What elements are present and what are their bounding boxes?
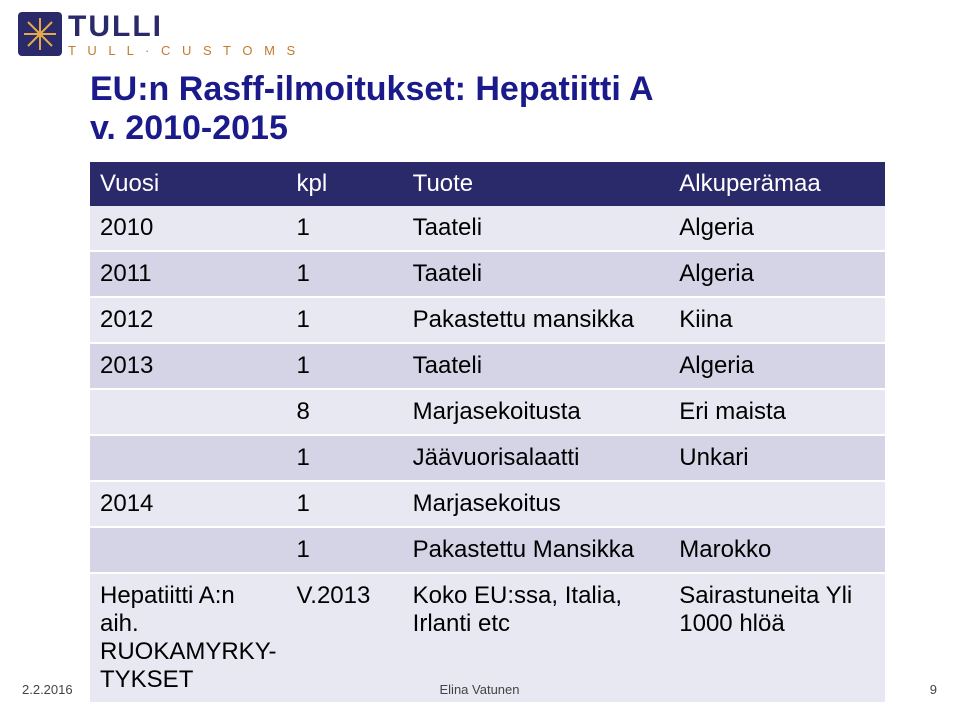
header-tuote: Tuote (403, 162, 670, 206)
table-header-row: Vuosi kpl Tuote Alkuperämaa (90, 162, 885, 206)
cell-orig: Algeria (669, 343, 885, 389)
tulli-logo-icon (18, 12, 62, 56)
cell-orig: Algeria (669, 206, 885, 251)
cell-year: 2013 (90, 343, 286, 389)
cell-tuote: Jäävuorisalaatti (403, 435, 670, 481)
cell-kpl: 8 (286, 389, 402, 435)
cell-orig: Algeria (669, 251, 885, 297)
table-row: 2012 1 Pakastettu mansikka Kiina (90, 297, 885, 343)
cell-year: 2012 (90, 297, 286, 343)
table-row: 2014 1 Marjasekoitus (90, 481, 885, 527)
cell-orig: Eri maista (669, 389, 885, 435)
cell-tuote: Taateli (403, 251, 670, 297)
table-row: 1 Pakastettu Mansikka Marokko (90, 527, 885, 573)
footer-page-number: 9 (930, 682, 937, 697)
table-body: 2010 1 Taateli Algeria 2011 1 Taateli Al… (90, 206, 885, 703)
slide-title: EU:n Rasff-ilmoitukset: Hepatiitti A v. … (90, 70, 654, 148)
footer-date: 2.2.2016 (22, 682, 73, 697)
cell-orig (669, 481, 885, 527)
table-row: 2013 1 Taateli Algeria (90, 343, 885, 389)
cell-kpl: 1 (286, 527, 402, 573)
table-row: 2010 1 Taateli Algeria (90, 206, 885, 251)
header-kpl: kpl (286, 162, 402, 206)
header-orig: Alkuperämaa (669, 162, 885, 206)
logo-sub-text: T U L L · C U S T O M S (68, 44, 299, 57)
table-row: 1 Jäävuorisalaatti Unkari (90, 435, 885, 481)
title-line1: EU:n Rasff-ilmoitukset: Hepatiitti A (90, 70, 654, 108)
cell-kpl: 1 (286, 297, 402, 343)
cell-orig: Unkari (669, 435, 885, 481)
cell-kpl: V.2013 (286, 573, 402, 703)
cell-year: 2010 (90, 206, 286, 251)
cell-tuote: Pakastettu Mansikka (403, 527, 670, 573)
table-row: 8 Marjasekoitusta Eri maista (90, 389, 885, 435)
cell-kpl: 1 (286, 481, 402, 527)
cell-year: 2011 (90, 251, 286, 297)
cell-tuote: Taateli (403, 206, 670, 251)
cell-tuote: Marjasekoitus (403, 481, 670, 527)
logo: TULLI T U L L · C U S T O M S (18, 12, 299, 57)
cell-year: 2014 (90, 481, 286, 527)
cell-year: Hepatiitti A:n aih. RUOKAMYRKY-TYKSET (90, 573, 286, 703)
cell-tuote: Taateli (403, 343, 670, 389)
rasff-table: Vuosi kpl Tuote Alkuperämaa 2010 1 Taate… (90, 162, 885, 704)
cell-orig: Sairastuneita Yli 1000 hlöä (669, 573, 885, 703)
footer-author: Elina Vatunen (440, 682, 520, 697)
logo-main-text: TULLI (68, 12, 299, 42)
cell-orig: Kiina (669, 297, 885, 343)
cell-orig: Marokko (669, 527, 885, 573)
cell-year (90, 389, 286, 435)
cell-tuote: Marjasekoitusta (403, 389, 670, 435)
cell-tuote: Pakastettu mansikka (403, 297, 670, 343)
title-line2: v. 2010-2015 (90, 109, 288, 147)
cell-kpl: 1 (286, 435, 402, 481)
cell-kpl: 1 (286, 206, 402, 251)
logo-text: TULLI T U L L · C U S T O M S (68, 12, 299, 57)
cell-year (90, 527, 286, 573)
cell-kpl: 1 (286, 251, 402, 297)
cell-year (90, 435, 286, 481)
cell-kpl: 1 (286, 343, 402, 389)
table-row: 2011 1 Taateli Algeria (90, 251, 885, 297)
header-year: Vuosi (90, 162, 286, 206)
